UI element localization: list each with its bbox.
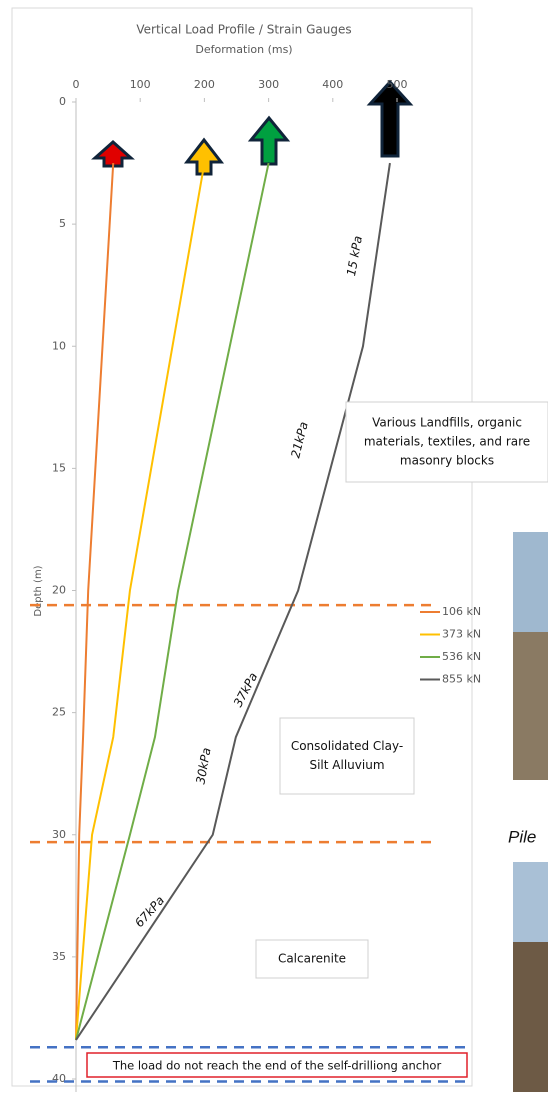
series-line xyxy=(75,163,115,1040)
layer-label: Calcarenite xyxy=(278,952,346,966)
layer-box-frame xyxy=(345,401,548,483)
layer-box: Various Landfills, organic materials, tex… xyxy=(345,401,548,483)
y-tick-label: 20 xyxy=(52,584,66,597)
x-tick-label: 500 xyxy=(387,78,408,91)
y-tick-label: 25 xyxy=(52,706,66,719)
legend-label: 855 kN xyxy=(442,673,481,686)
layer-label: Consolidated Clay- xyxy=(291,739,403,753)
series-line xyxy=(75,162,391,1041)
series-line xyxy=(75,162,206,1040)
y-tick-label: 10 xyxy=(52,339,66,352)
note-box xyxy=(86,1052,468,1078)
arrow xyxy=(91,139,135,168)
y-tick-label: 5 xyxy=(59,217,66,230)
y-tick-label: 35 xyxy=(52,950,66,963)
x-tick-label: 400 xyxy=(322,78,343,91)
x-tick-label: 0 xyxy=(73,78,80,91)
layer-label: masonry blocks xyxy=(400,454,494,468)
legend-label: 106 kN xyxy=(442,605,481,618)
y-tick-label: 30 xyxy=(52,828,66,841)
x-axis-label: Deformation (ms) xyxy=(195,43,292,56)
x-tick-label: 300 xyxy=(258,78,279,91)
arrow xyxy=(366,79,414,158)
x-tick-label: 100 xyxy=(130,78,151,91)
y-tick-label: 0 xyxy=(59,95,66,108)
layer-box: Calcarenite xyxy=(255,939,369,979)
layer-label: materials, textiles, and rare xyxy=(364,435,530,449)
chart-title: Vertical Load Profile / Strain Gauges xyxy=(136,23,351,37)
layer-label: Silt Alluvium xyxy=(309,758,384,772)
photo-sky xyxy=(513,862,548,942)
note: The load do not reach the end of the sel… xyxy=(112,1059,442,1073)
series-line xyxy=(75,162,270,1041)
legend-label: 373 kN xyxy=(442,628,481,641)
x-tick-label: 200 xyxy=(194,78,215,91)
layer-box-frame xyxy=(279,717,415,795)
y-axis-label: Depth (m) xyxy=(33,565,44,616)
chart-frame xyxy=(11,7,473,1087)
segment-label: 30kPa xyxy=(193,747,213,786)
layer-label: Various Landfills, organic xyxy=(372,416,522,430)
caption: Pile xyxy=(508,827,536,846)
arrow xyxy=(183,137,225,176)
layer-box-frame xyxy=(255,939,369,979)
photo-sky xyxy=(513,532,548,632)
legend-label: 536 kN xyxy=(442,650,481,663)
arrows xyxy=(91,79,414,176)
y-tick-label: 40 xyxy=(52,1072,66,1085)
segment-label: 15 kPa xyxy=(344,235,365,277)
y-tick-label: 15 xyxy=(52,461,66,474)
layer-box: Consolidated Clay- Silt Alluvium xyxy=(279,717,415,795)
arrow xyxy=(247,115,291,166)
